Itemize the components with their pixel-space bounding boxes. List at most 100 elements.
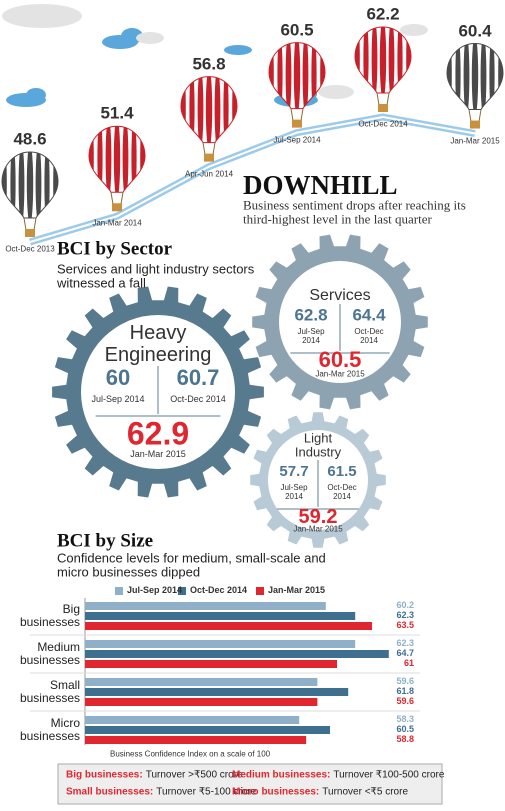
stripe — [269, 42, 274, 109]
period-label: Jul-Sep 2014 — [91, 394, 145, 405]
stripe — [97, 126, 103, 193]
rope — [386, 92, 390, 106]
balloon — [354, 26, 412, 112]
stripe — [26, 152, 34, 218]
stripe — [455, 43, 461, 110]
stripe — [113, 126, 121, 193]
value-label: 64.7 — [396, 648, 414, 659]
value-label: 59.6 — [396, 676, 414, 687]
bar — [85, 650, 389, 658]
key-text: Turnover ₹5-100 crore — [156, 786, 257, 798]
balloon — [180, 76, 238, 162]
stripe — [2, 152, 7, 218]
sector-current-value: 60.5 — [318, 346, 362, 372]
rope — [300, 108, 304, 121]
category-label: Small businesses — [19, 677, 80, 705]
bar — [85, 726, 330, 734]
balloon-value: 60.4 — [458, 21, 492, 41]
bar — [85, 698, 318, 706]
section-title: BCI by Sector — [57, 238, 173, 260]
stripe — [471, 43, 479, 110]
footnote: Business Confidence Index on a scale of … — [110, 749, 271, 759]
period-label: Jul-Sep 2014 — [297, 327, 325, 345]
stripe — [105, 126, 112, 193]
value-label: 61.8 — [396, 686, 414, 697]
stripes — [355, 27, 411, 93]
category-label: Medium businesses — [19, 639, 80, 667]
key-text: Turnover <₹5 crore — [322, 786, 409, 798]
stripe — [44, 152, 50, 218]
balloon-value: 56.8 — [192, 54, 226, 74]
basket — [292, 119, 302, 128]
basket — [470, 120, 480, 129]
rope — [202, 142, 206, 155]
rope — [468, 109, 472, 122]
bar — [85, 660, 337, 668]
stripe — [371, 27, 378, 93]
basket — [378, 104, 388, 112]
key-label: Medium businesses: — [232, 769, 331, 781]
rope — [33, 217, 37, 231]
value-label: 58.3 — [396, 714, 414, 725]
key-text: Turnover >₹500 crore — [145, 769, 243, 781]
key-label: Micro businesses: — [232, 786, 320, 798]
value-label: 62.3 — [396, 638, 414, 649]
bar — [85, 612, 356, 620]
balloon — [88, 125, 146, 212]
period-label: Oct-Dec 2014 — [358, 119, 408, 129]
sector-value: 60 — [105, 364, 131, 390]
stripe — [293, 42, 301, 109]
balloon-outline — [354, 26, 412, 94]
balloon-value: 62.2 — [366, 4, 400, 24]
period-label: Oct-Dec 2013 — [5, 244, 55, 254]
rope — [290, 108, 294, 121]
stripe — [355, 27, 360, 93]
subtitle: Business sentiment drops after reaching … — [243, 197, 466, 227]
stripe — [498, 43, 503, 110]
clouds — [2, 4, 428, 99]
stripe — [10, 152, 16, 218]
value-label: 59.6 — [396, 696, 414, 707]
period-label: Jul-Sep 2014 — [280, 483, 308, 501]
bar — [85, 640, 356, 648]
stripe — [189, 76, 195, 143]
period-label: Jan-Mar 2015 — [130, 449, 186, 460]
legend-label: Oct-Dec 2014 — [190, 585, 248, 596]
stripe — [379, 27, 387, 93]
section-subtitle: Confidence levels for medium, small-scal… — [57, 550, 326, 580]
bar — [85, 736, 307, 744]
stripe — [205, 76, 213, 143]
key-box — [57, 763, 443, 805]
sector-current-value: 59.2 — [298, 506, 338, 528]
balloon — [268, 42, 326, 128]
stripe — [480, 43, 487, 110]
category-label: Micro businesses — [19, 715, 80, 743]
stripe — [489, 43, 495, 110]
section-subtitle: Services and light industry sectors witn… — [57, 261, 255, 291]
bar — [85, 622, 372, 630]
sector-value: 60.7 — [176, 364, 220, 390]
value-label: 61 — [403, 658, 414, 669]
section-title: BCI by Size — [57, 530, 154, 552]
stripe — [35, 152, 42, 218]
stripes — [181, 76, 237, 143]
legend-swatch — [178, 587, 186, 595]
stripe — [214, 76, 221, 143]
period-label: Jan-Mar 2015 — [315, 369, 365, 379]
stripe — [181, 76, 186, 143]
balloon-outline — [180, 76, 238, 144]
period-label: Jan-Mar 2014 — [92, 218, 142, 228]
bar — [85, 678, 318, 686]
basket — [204, 153, 214, 162]
stripe — [131, 126, 137, 193]
balloon — [1, 151, 59, 237]
value-label: 63.5 — [396, 620, 414, 631]
legend-swatch — [115, 587, 123, 595]
trend-ribbon-core — [29, 115, 476, 243]
rope — [120, 192, 124, 205]
sector-current-value: 62.9 — [126, 415, 190, 452]
period-label: Oct-Dec 2014 — [327, 483, 357, 501]
sector-name: Heavy Engineering — [104, 322, 212, 366]
stripe — [232, 76, 237, 143]
stripe — [388, 27, 395, 93]
